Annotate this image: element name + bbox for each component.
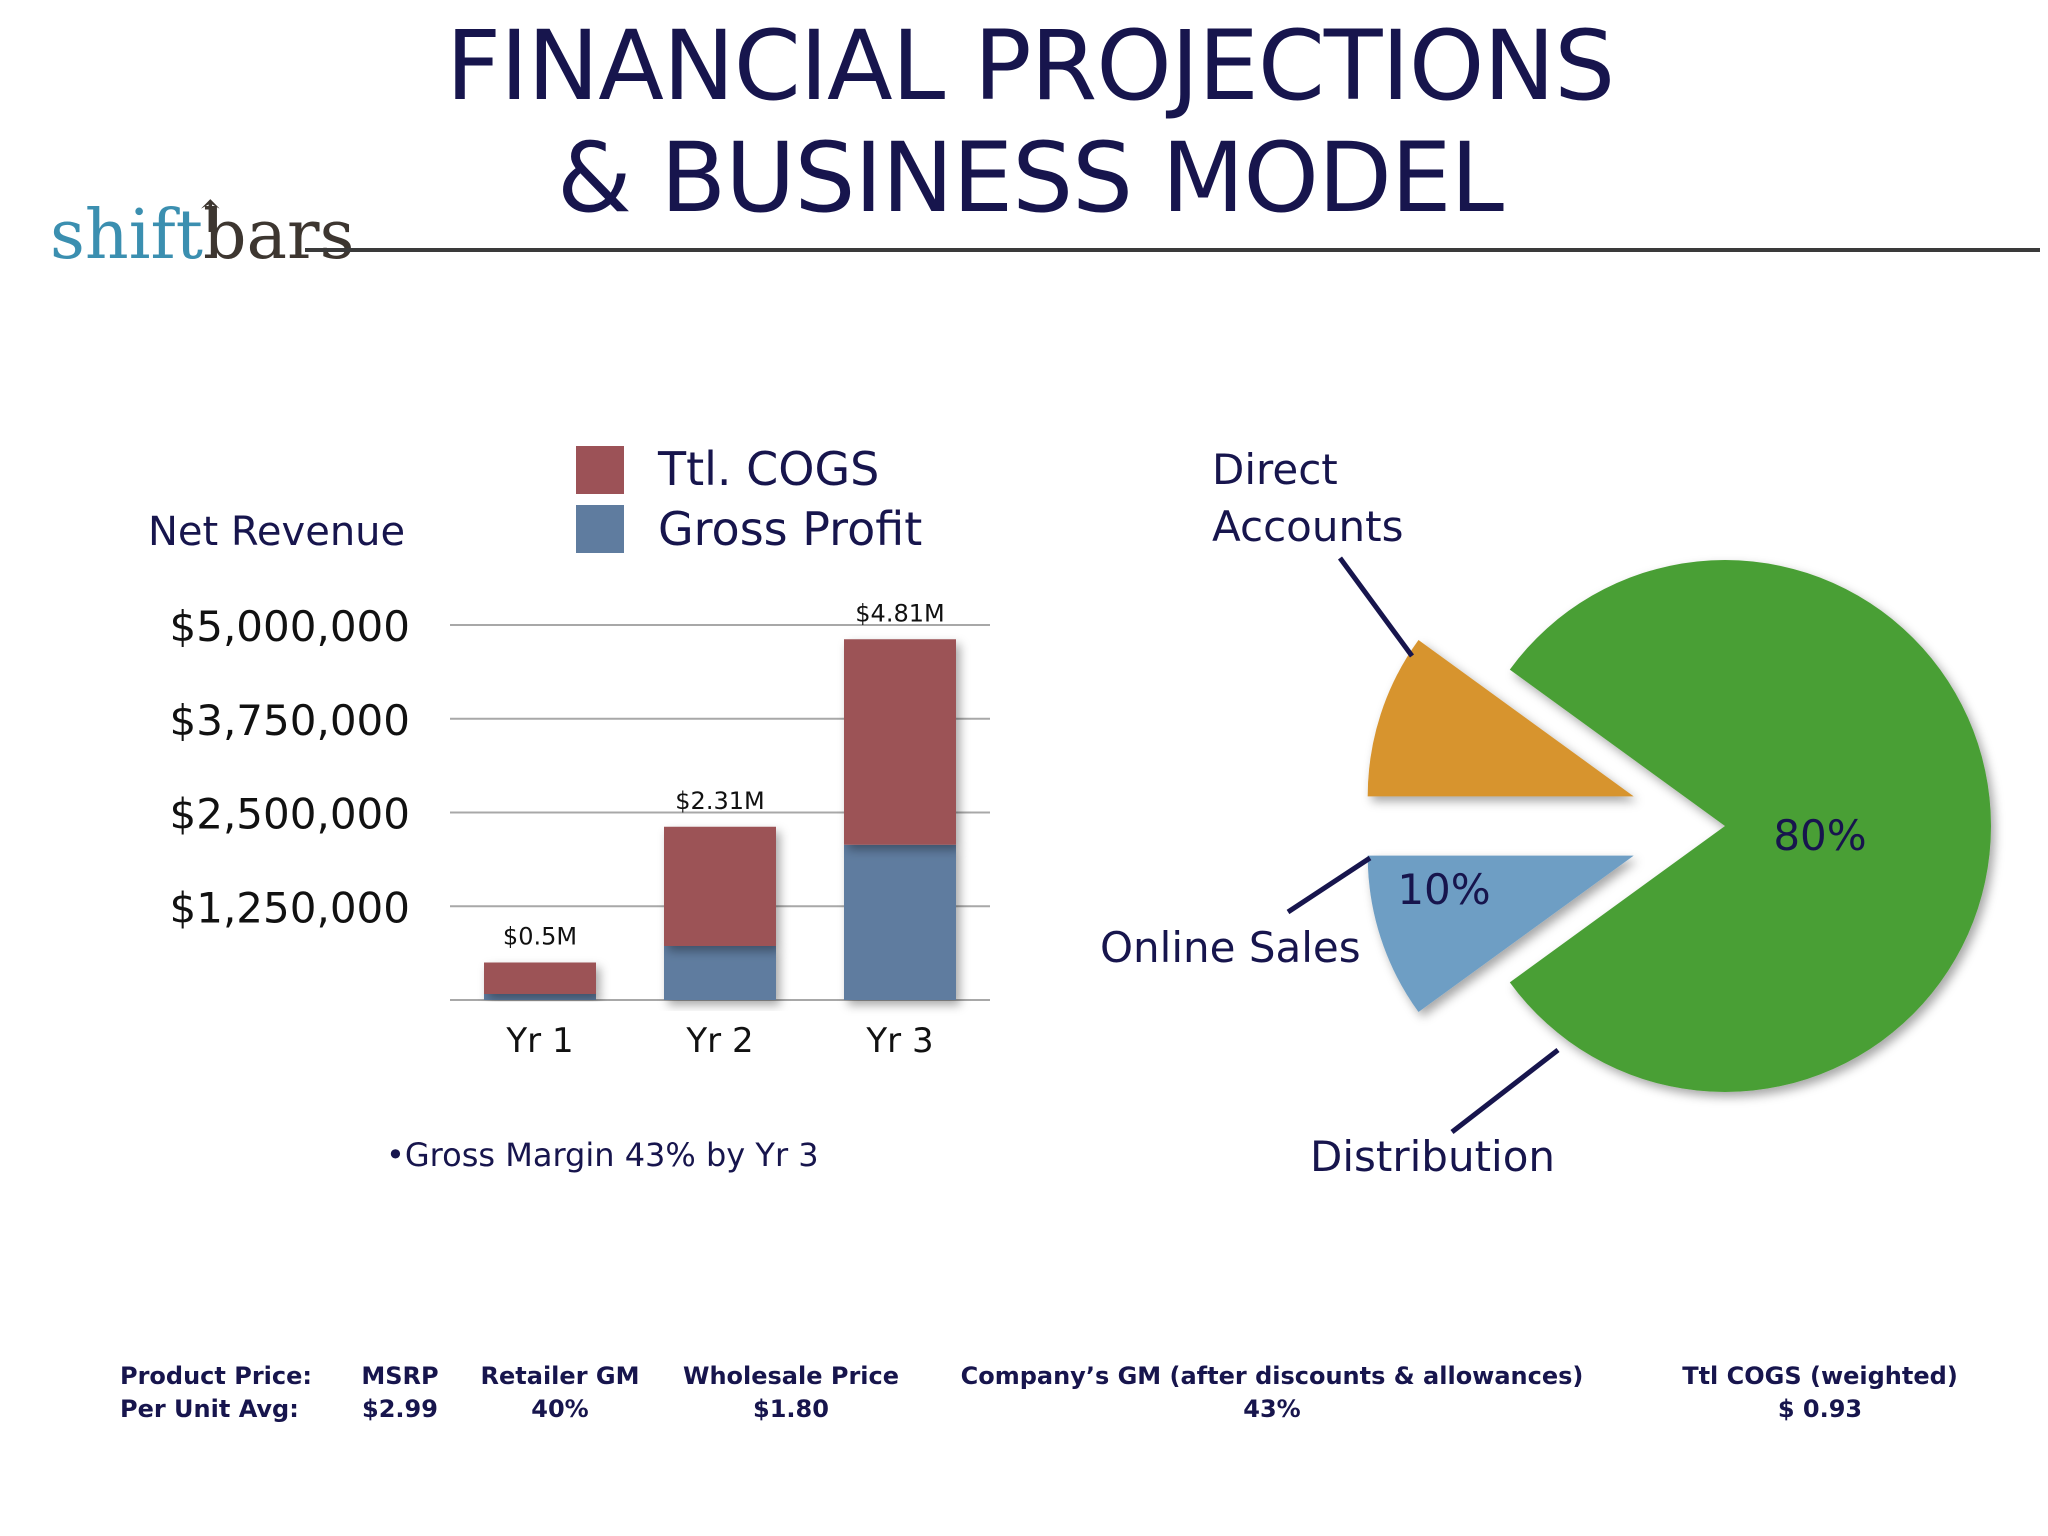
bar-segment-cogs bbox=[664, 826, 776, 946]
callout-line-online-sales bbox=[1286, 855, 1372, 915]
bar-total-label: $4.81M bbox=[855, 599, 944, 627]
bar-total-label: $0.5M bbox=[503, 923, 577, 951]
pricing-col-msrp: MSRP $2.99 bbox=[352, 1360, 448, 1426]
shiftbars-logo: shiftbars ↑ bbox=[50, 192, 355, 276]
page-title: FINANCIAL PROJECTIONS & BUSINESS MODEL bbox=[360, 10, 1700, 234]
y-tick-label: $3,750,000 bbox=[170, 696, 410, 745]
pricing-value: $ 0.93 bbox=[1777, 1395, 1863, 1423]
pie-slice-distribution bbox=[1509, 559, 1992, 1093]
pricing-row-labels: Product Price: Per Unit Avg: bbox=[120, 1360, 312, 1426]
pricing-col-retailer-gm: Retailer GM 40% bbox=[468, 1360, 652, 1426]
pricing-row-label: Per Unit Avg: bbox=[120, 1395, 299, 1423]
pricing-header: Company’s GM (after discounts & allowanc… bbox=[960, 1362, 1584, 1390]
logo-text-shift: shift bbox=[50, 196, 203, 275]
pie-percent-label: 80% bbox=[1773, 811, 1866, 860]
title-line-2: & BUSINESS MODEL bbox=[556, 122, 1504, 234]
pricing-header: Wholesale Price bbox=[682, 1362, 900, 1390]
pie-label-direct-accounts-line2: Accounts bbox=[1212, 502, 1403, 551]
logo-text-bars: bars bbox=[202, 196, 355, 275]
y-tick-label: $1,250,000 bbox=[170, 883, 410, 932]
pricing-row-label: Product Price: bbox=[120, 1362, 312, 1390]
logo-up-arrow-icon: ↑ bbox=[192, 192, 229, 243]
bar-segment-cogs bbox=[484, 962, 596, 994]
pricing-header: Retailer GM bbox=[480, 1362, 640, 1390]
pricing-header: Ttl COGS (weighted) bbox=[1682, 1362, 1958, 1390]
pie-percent-label: 10% bbox=[1397, 865, 1490, 914]
bar-total-label: $2.31M bbox=[675, 787, 764, 815]
pricing-header: MSRP bbox=[361, 1362, 439, 1390]
callout-line-distribution bbox=[1450, 1048, 1560, 1134]
pricing-value: $2.99 bbox=[362, 1395, 438, 1423]
bar-chart-ylabel: Net Revenue bbox=[148, 509, 405, 555]
bar-segment-gross-profit bbox=[484, 994, 596, 1000]
pie-slice-online-sales bbox=[1367, 639, 1634, 797]
pie-chart: 80%10%10% bbox=[1367, 559, 1992, 1093]
gross-margin-note: •Gross Margin 43% by Yr 3 bbox=[386, 1136, 819, 1174]
x-tick-label: Yr 2 bbox=[685, 1021, 753, 1061]
pricing-col-ttl-cogs: Ttl COGS (weighted) $ 0.93 bbox=[1670, 1360, 1970, 1426]
pie-label-online-sales: Online Sales bbox=[1100, 923, 1361, 972]
pricing-col-wholesale-price: Wholesale Price $1.80 bbox=[676, 1360, 906, 1426]
legend-label-gross-profit: Gross Profit bbox=[658, 502, 922, 556]
bar-segment-gross-profit bbox=[664, 946, 776, 1000]
legend-label-cogs: Ttl. COGS bbox=[657, 442, 879, 496]
pie-label-direct-accounts-line1: Direct bbox=[1212, 445, 1338, 494]
pricing-col-company-gm: Company’s GM (after discounts & allowanc… bbox=[952, 1360, 1592, 1426]
title-line-1: FINANCIAL PROJECTIONS bbox=[445, 10, 1615, 122]
pie-slice-direct-accounts bbox=[1367, 855, 1634, 1013]
bar-segment-gross-profit bbox=[844, 844, 956, 1000]
pricing-value: 43% bbox=[1243, 1395, 1301, 1423]
pie-label-distribution: Distribution bbox=[1310, 1132, 1555, 1181]
y-tick-label: $5,000,000 bbox=[170, 602, 410, 651]
x-tick-label: Yr 3 bbox=[865, 1021, 933, 1061]
bar-chart: $1,250,000 $2,500,000 $3,750,000 $5,000,000… bbox=[170, 599, 990, 1061]
y-tick-label: $2,500,000 bbox=[170, 790, 410, 839]
pricing-value: 40% bbox=[531, 1395, 589, 1423]
header-rule bbox=[305, 248, 2040, 252]
callout-line-direct-accounts bbox=[1337, 556, 1415, 658]
legend-swatch-cogs bbox=[576, 446, 624, 494]
pricing-table: Product Price: Per Unit Avg: MSRP $2.99 … bbox=[120, 1360, 1990, 1426]
legend-swatch-gross-profit bbox=[576, 505, 624, 553]
bar-segment-cogs bbox=[844, 639, 956, 845]
x-tick-label: Yr 1 bbox=[505, 1021, 573, 1061]
pricing-value: $1.80 bbox=[753, 1395, 829, 1423]
